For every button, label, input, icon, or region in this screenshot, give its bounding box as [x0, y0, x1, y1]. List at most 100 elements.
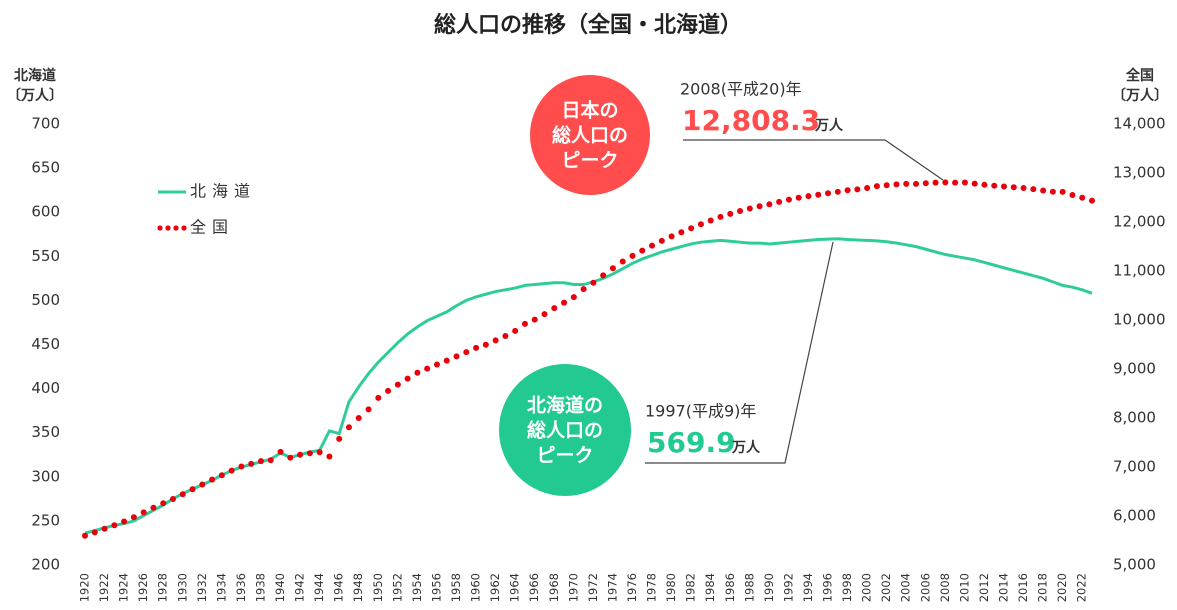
x-tick-label: 1976: [625, 573, 639, 602]
x-tick-label: 1960: [469, 573, 483, 602]
data-point: [150, 504, 157, 511]
data-point: [600, 272, 607, 279]
data-point: [619, 258, 626, 265]
data-point: [345, 424, 352, 431]
x-tick-label: 1924: [117, 573, 131, 602]
x-tick-label: 1934: [214, 573, 228, 602]
peak-badge-text: ピーク: [561, 150, 618, 172]
data-point: [228, 467, 235, 474]
x-tick-label: 2012: [977, 573, 991, 602]
x-tick-label: 2006: [918, 573, 932, 602]
x-tick-label: 1948: [351, 573, 365, 602]
data-point: [1089, 197, 1095, 204]
data-point: [864, 185, 871, 192]
x-tick-label: 2022: [1075, 573, 1089, 602]
y2-tick-label: 10,000: [1113, 311, 1166, 329]
data-point: [1020, 185, 1027, 192]
data-point: [746, 205, 753, 212]
data-point: [257, 458, 264, 465]
data-point: [932, 179, 939, 186]
x-tick-label: 1932: [195, 573, 209, 602]
data-point: [737, 208, 744, 215]
x-tick-label: 1998: [840, 573, 854, 602]
y2-tick-label: 7,000: [1113, 458, 1156, 476]
y-tick-label: 200: [31, 556, 60, 574]
data-point: [795, 194, 802, 201]
x-tick-label: 2002: [879, 573, 893, 602]
peak-badge: [499, 364, 631, 496]
data-point: [1001, 183, 1008, 190]
y2-axis-label: 全国: [1125, 67, 1154, 84]
annotation-year: 1997(平成9)年: [645, 402, 756, 421]
data-point: [531, 316, 538, 323]
x-tick-label: 2008: [938, 573, 952, 602]
data-point: [394, 381, 401, 388]
data-point: [541, 311, 548, 318]
data-point: [101, 525, 108, 532]
data-point: [453, 353, 460, 360]
peak-badge-text: 北海道の: [527, 394, 603, 417]
data-point: [121, 518, 128, 525]
y2-tick-label: 11,000: [1113, 262, 1166, 280]
data-point: [443, 357, 450, 364]
data-point: [277, 448, 284, 455]
x-tick-label: 1978: [645, 573, 659, 602]
x-tick-label: 1996: [821, 573, 835, 602]
x-tick-label: 1956: [429, 573, 443, 602]
leader-line: [683, 139, 944, 181]
data-point: [570, 294, 577, 301]
y2-tick-label: 13,000: [1113, 164, 1166, 182]
data-point: [785, 196, 792, 203]
annotation-year: 2008(平成20)年: [680, 80, 802, 99]
y-tick-label: 450: [31, 335, 60, 353]
chart-title: 総人口の推移（全国・北海道）: [434, 12, 742, 38]
data-point: [424, 365, 431, 372]
x-tick-label: 1940: [273, 573, 287, 602]
y2-axis-label: 〔万人〕: [1112, 87, 1168, 104]
y-tick-label: 600: [31, 203, 60, 221]
data-point: [169, 496, 176, 503]
data-point: [766, 201, 773, 208]
data-point: [727, 210, 734, 217]
data-point: [1010, 184, 1017, 191]
data-point: [140, 509, 147, 516]
x-tick-label: 2018: [1036, 573, 1050, 602]
data-point: [971, 180, 978, 187]
data-point: [326, 453, 333, 460]
x-tick-label: 1942: [293, 573, 307, 602]
x-tick-label: 1928: [156, 573, 170, 602]
data-point: [922, 180, 929, 187]
data-point: [482, 341, 489, 348]
x-tick-label: 1974: [605, 573, 619, 602]
y-tick-label: 700: [31, 115, 60, 133]
peak-badge-text: 総人口の: [527, 419, 603, 442]
peak-badge: [530, 75, 650, 195]
x-tick-label: 1958: [449, 573, 463, 602]
x-tick-label: 2010: [957, 573, 971, 602]
data-point: [913, 180, 920, 187]
data-point: [248, 460, 255, 467]
data-point: [697, 221, 704, 228]
legend-label: 全国: [190, 218, 234, 237]
legend-label: 北海道: [190, 182, 256, 201]
x-tick-label: 2020: [1055, 573, 1069, 602]
data-point: [218, 472, 225, 479]
data-point: [942, 179, 949, 186]
data-point: [179, 491, 186, 498]
data-point: [1069, 192, 1076, 199]
data-point: [82, 532, 88, 539]
y-tick-label: 650: [31, 159, 60, 177]
data-point: [668, 233, 675, 240]
x-tick-label: 1962: [488, 573, 502, 602]
x-tick-label: 1992: [781, 573, 795, 602]
data-point: [678, 229, 685, 236]
x-tick-label: 1954: [410, 573, 424, 602]
data-point: [316, 449, 323, 456]
data-point: [1040, 187, 1047, 194]
y-tick-label: 500: [31, 291, 60, 309]
data-point: [805, 193, 812, 200]
data-point: [991, 182, 998, 189]
x-tick-label: 1980: [664, 573, 678, 602]
y-tick-label: 350: [31, 423, 60, 441]
y2-tick-label: 9,000: [1113, 360, 1156, 378]
